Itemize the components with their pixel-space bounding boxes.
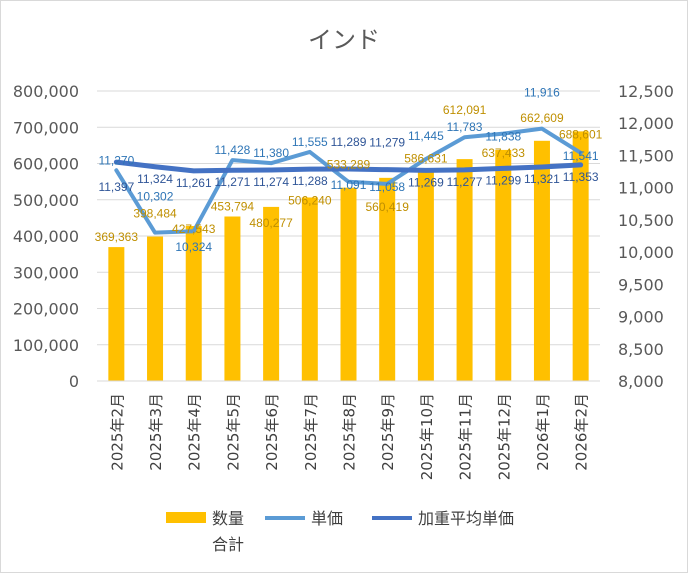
bar-quantity: [147, 236, 164, 381]
legend-label-unit-price: 単価: [311, 509, 343, 528]
bar-quantity: [456, 159, 473, 381]
unit-price-label: 11,783: [447, 120, 483, 134]
x-axis-tick: 2025年11月: [457, 393, 475, 480]
unit-price-label: 11,838: [485, 130, 521, 144]
weighted-price-label: 11,289: [331, 135, 367, 149]
unit-price-label: 10,324: [175, 240, 212, 254]
legend-label-quantity: 数量: [212, 509, 244, 528]
bar-data-label: 688,601: [559, 127, 603, 141]
right-axis-tick: 8,000: [618, 372, 664, 391]
bar-data-label: 453,794: [211, 199, 255, 213]
left-axis-tick: 200,000: [13, 300, 79, 319]
weighted-price-label: 11,397: [98, 180, 134, 194]
unit-price-label: 11,916: [524, 86, 560, 100]
bar-quantity: [572, 131, 589, 381]
left-axis-tick: 400,000: [13, 227, 79, 246]
x-axis-tick: 2025年12月: [495, 393, 513, 480]
x-axis-tick: 2025年4月: [186, 393, 204, 471]
weighted-price-label: 11,274: [253, 175, 289, 189]
x-axis-tick: 2025年3月: [147, 393, 165, 471]
unit-price-label: 11,091: [331, 178, 367, 192]
weighted-price-label: 11,279: [369, 136, 405, 150]
bar-data-label: 612,091: [443, 103, 487, 117]
bar-data-label: 533,289: [327, 158, 371, 172]
bar-data-label: 637,433: [482, 146, 526, 160]
bar-quantity: [340, 187, 357, 381]
bar-quantity: [301, 197, 318, 381]
left-axis-tick: 100,000: [13, 336, 79, 355]
x-axis-tick: 2026年1月: [534, 393, 552, 471]
unit-price-label: 11,270: [98, 153, 134, 167]
x-axis-tick: 2025年5月: [224, 393, 242, 471]
weighted-price-label: 11,288: [292, 174, 328, 188]
right-axis-tick: 11,000: [618, 179, 674, 198]
bar-data-label: 506,240: [288, 193, 332, 207]
legend-swatch-quantity: [166, 512, 206, 523]
weighted-price-label: 11,269: [408, 175, 444, 189]
bar-data-label: 480,277: [249, 216, 293, 230]
unit-price-label: 11,428: [215, 143, 251, 157]
x-axis-tick: 2025年9月: [379, 393, 397, 471]
line-weighted-average-price: [113, 159, 584, 174]
bar-data-label: 586,631: [404, 151, 448, 165]
left-axis-tick: 500,000: [13, 191, 79, 210]
right-axis-tick: 10,000: [618, 243, 674, 262]
unit-price-label: 11,555: [292, 135, 328, 149]
left-axis-tick: 800,000: [13, 82, 79, 101]
bar-quantity: [379, 177, 396, 381]
right-axis-tick: 11,500: [618, 146, 674, 165]
data-labels: 369,363 11,270 11,397 398,484 10,302 11,324 42…: [95, 86, 603, 255]
bar-data-label: 427,543: [172, 222, 216, 236]
weighted-price-label: 11,299: [485, 173, 521, 187]
bar-quantity: [495, 149, 512, 381]
line-unit-price: [114, 126, 583, 235]
weighted-price-label: 11,271: [215, 175, 251, 189]
unit-price-label: 11,445: [408, 129, 444, 143]
x-axis-tick: 2025年6月: [263, 393, 281, 471]
unit-price-label: 11,058: [369, 180, 405, 194]
weighted-price-label: 11,261: [176, 176, 212, 190]
chart-title: インド: [308, 26, 380, 54]
bar-data-label: 662,609: [520, 111, 564, 125]
x-axis-tick: 2025年7月: [302, 393, 320, 471]
bar-series: [108, 131, 589, 381]
right-axis-tick: 12,500: [618, 82, 674, 101]
right-axis-tick: 8,500: [618, 340, 664, 359]
bar-quantity: [417, 168, 434, 381]
weighted-price-label: 11,321: [524, 172, 560, 186]
bar-quantity: [224, 216, 241, 381]
x-axis-tick: 2026年2月: [573, 393, 591, 471]
legend-label-quantity: 合計: [212, 535, 244, 554]
left-axis-tick: 0: [69, 372, 79, 391]
unit-price-label: 11,380: [253, 146, 289, 160]
weighted-price-label: 11,277: [447, 175, 483, 189]
bar-data-label: 369,363: [95, 230, 139, 244]
right-axis-tick: 10,500: [618, 211, 674, 230]
right-axis-tick: 9,500: [618, 275, 664, 294]
left-axis-tick: 300,000: [13, 263, 79, 282]
line-series: [113, 126, 584, 235]
left-axis-tick: 700,000: [13, 118, 79, 137]
right-axis-tick: 12,000: [618, 114, 674, 133]
bar-quantity: [185, 226, 202, 381]
left-axis-tick: 600,000: [13, 155, 79, 174]
axes: 0 100,000 200,000 300,000 400,000 500,000 600,…: [13, 82, 674, 480]
bar-quantity: [263, 206, 280, 381]
bar-quantity: [533, 140, 550, 381]
legend-label-weighted-price: 加重平均単価: [418, 509, 514, 528]
weighted-price-label: 11,324: [137, 172, 173, 186]
unit-price-label: 11,541: [563, 149, 599, 163]
right-axis-tick: 9,000: [618, 308, 664, 327]
x-axis-tick: 2025年10月: [418, 393, 436, 480]
x-axis-tick: 2025年8月: [341, 393, 359, 471]
bar-data-label: 398,484: [133, 207, 177, 221]
unit-price-label: 10,302: [137, 190, 174, 204]
weighted-price-label: 11,353: [563, 170, 599, 184]
bar-quantity: [108, 247, 125, 381]
bar-data-label: 560,419: [365, 200, 409, 214]
x-axis-tick: 2025年2月: [108, 393, 126, 471]
